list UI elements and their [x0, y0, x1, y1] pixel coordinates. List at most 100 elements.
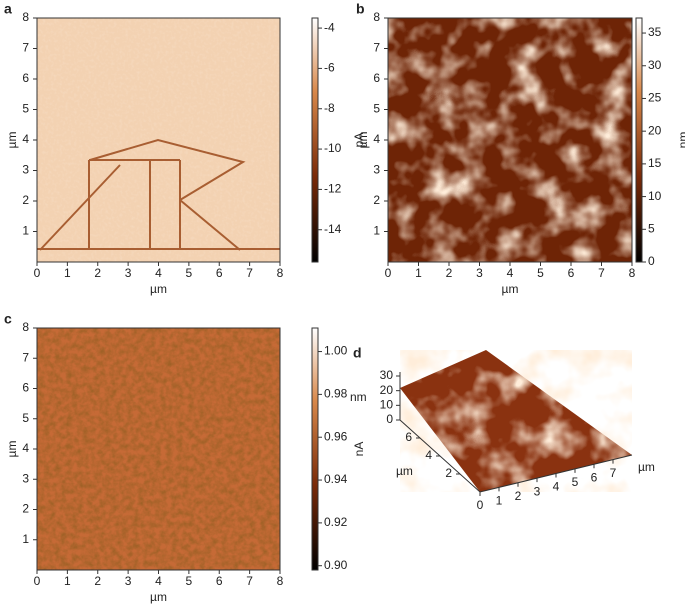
x-axis-label: µm: [502, 282, 519, 296]
y-axis-label: µm: [396, 464, 413, 478]
pattern-a: [37, 138, 280, 251]
x-tick-label: 0: [385, 266, 392, 280]
z-tick-label: 30: [380, 368, 394, 382]
colorbar-tick-label: -6: [324, 61, 335, 75]
x-tick-label: 7: [246, 574, 253, 588]
y-tick-label: 1: [373, 224, 380, 238]
x-tick-label: 2: [446, 266, 453, 280]
colorbar-tick-label: 0.92: [324, 515, 348, 529]
y-tick-label: 4: [425, 448, 432, 462]
y-tick-label: 7: [22, 350, 29, 364]
x-axis-label: µm: [150, 282, 167, 296]
x-tick-label: 4: [155, 574, 162, 588]
y-tick-label: 3: [22, 163, 29, 177]
x-tick-label: 1: [496, 494, 503, 508]
y-tick-label: 3: [22, 471, 29, 485]
y-tick-label: 7: [22, 41, 29, 55]
x-tick-label: 7: [598, 266, 605, 280]
y-tick-label: 2: [445, 466, 452, 480]
y-tick-label: 6: [22, 381, 29, 395]
y-tick-label: 8: [22, 10, 29, 24]
x-axis-label: µm: [638, 460, 655, 474]
panel-label: a: [4, 1, 12, 17]
colorbar-tick-label: 0.98: [324, 387, 348, 401]
y-tick-label: 6: [405, 430, 412, 444]
colorbar-tick-label: 0.90: [324, 558, 348, 572]
y-tick-label: 5: [22, 102, 29, 116]
panel-label: d: [353, 345, 362, 361]
x-tick-label: 2: [94, 574, 101, 588]
x-tick-label: 2: [515, 489, 522, 503]
colorbar-tick-label: -10: [324, 141, 342, 155]
colorbar-a: [311, 17, 319, 263]
x-tick-label: 5: [186, 266, 193, 280]
y-axis-label: µm: [356, 132, 370, 149]
x-tick-label: 3: [125, 574, 132, 588]
x-tick-label: 4: [553, 480, 560, 494]
x-tick-label: 1: [64, 266, 71, 280]
colorbar-b: [635, 17, 643, 263]
colorbar-label: nm: [676, 132, 685, 149]
y-axis-label: µm: [5, 441, 19, 458]
colorbar-tick-label: 0.94: [324, 472, 348, 486]
y-tick-label: 5: [373, 102, 380, 116]
x-tick-label: 4: [155, 266, 162, 280]
x-tick-label: 2: [94, 266, 101, 280]
panel-label: c: [4, 311, 12, 327]
y-tick-label: 6: [373, 71, 380, 85]
x-tick-label: 0: [477, 498, 484, 512]
x-tick-label: 8: [629, 266, 636, 280]
x-tick-label: 3: [534, 484, 541, 498]
y-tick-label: 2: [373, 193, 380, 207]
x-tick-label: 7: [246, 266, 253, 280]
colorbar-c: [311, 327, 319, 571]
y-tick-label: 4: [373, 132, 380, 146]
colorbar-tick-label: 5: [648, 221, 655, 235]
y-tick-label: 3: [373, 163, 380, 177]
x-tick-label: 5: [186, 574, 193, 588]
colorbar-tick-label: 0.96: [324, 429, 348, 443]
x-tick-label: 6: [591, 470, 598, 484]
colorbar-tick-label: -14: [324, 222, 342, 236]
colorbar-tick-label: 35: [648, 25, 662, 39]
x-tick-label: 6: [216, 574, 223, 588]
x-tick-label: 0: [34, 266, 41, 280]
colorbar-tick-label: 15: [648, 156, 662, 170]
colorbar-tick-label: 20: [648, 123, 662, 137]
y-tick-label: 8: [373, 10, 380, 24]
y-tick-label: 1: [22, 224, 29, 238]
y-tick-label: 7: [373, 41, 380, 55]
y-tick-label: 5: [22, 411, 29, 425]
colorbar-tick-label: -12: [324, 182, 342, 196]
surface-texture-d: [400, 350, 632, 492]
x-axis-label: µm: [150, 590, 167, 604]
colorbar-tick-label: 30: [648, 58, 662, 72]
colorbar-label: pA: [352, 133, 366, 148]
colorbar-label: nA: [352, 442, 366, 457]
x-tick-label: 7: [610, 466, 617, 480]
x-tick-label: 3: [476, 266, 483, 280]
y-tick-label: 2: [22, 193, 29, 207]
texture-b: [388, 18, 632, 262]
y-tick-label: 8: [22, 320, 29, 334]
x-tick-label: 6: [568, 266, 575, 280]
colorbar-tick-label: -4: [324, 20, 335, 34]
colorbar-tick-label: -8: [324, 101, 335, 115]
colorbar-tick-label: 10: [648, 189, 662, 203]
x-tick-label: 1: [64, 574, 71, 588]
z-tick-label: 0: [386, 412, 393, 426]
x-tick-label: 6: [216, 266, 223, 280]
x-tick-label: 1: [415, 266, 422, 280]
y-axis-label: µm: [5, 132, 19, 149]
colorbar-tick-label: 25: [648, 91, 662, 105]
x-tick-label: 8: [277, 266, 284, 280]
colorbar-tick-label: 1.00: [324, 344, 348, 358]
y-tick-label: 2: [22, 502, 29, 516]
texture-c: [37, 328, 280, 570]
z-axis-label: nm: [350, 390, 367, 404]
y-tick-label: 1: [22, 532, 29, 546]
colorbar-tick-label: 0: [648, 254, 655, 268]
x-tick-label: 3: [125, 266, 132, 280]
x-tick-label: 8: [277, 574, 284, 588]
